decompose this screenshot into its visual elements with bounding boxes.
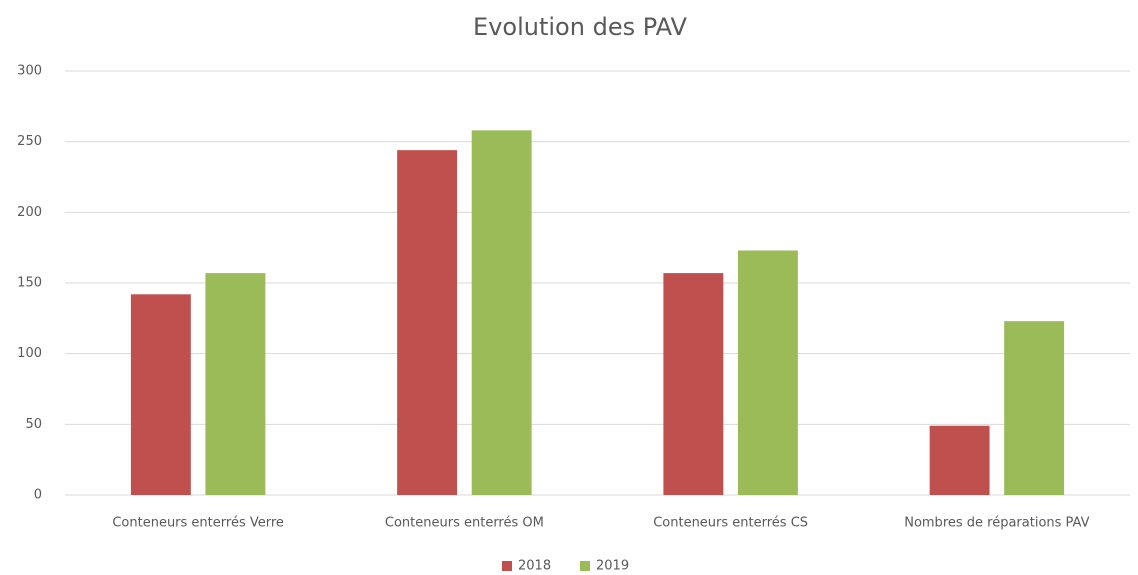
- bar: [205, 273, 266, 495]
- legend-swatch: [580, 561, 590, 571]
- y-tick-label: 300: [17, 64, 42, 79]
- legend-label: 2018: [518, 559, 551, 574]
- y-tick-label: 250: [17, 134, 42, 149]
- legend-swatch: [502, 561, 512, 571]
- bar: [130, 294, 191, 495]
- chart-title: Evolution des PAV: [473, 13, 687, 41]
- y-tick-label: 0: [34, 488, 42, 503]
- bar: [929, 425, 990, 495]
- bar: [397, 150, 458, 495]
- legend-label: 2019: [596, 559, 629, 574]
- x-tick-label: Conteneurs enterrés OM: [385, 516, 544, 531]
- x-tick-label: Conteneurs enterrés Verre: [112, 516, 284, 531]
- bar: [663, 273, 724, 495]
- y-tick-label: 100: [17, 346, 42, 361]
- y-tick-label: 200: [17, 205, 42, 220]
- bar: [471, 130, 532, 496]
- x-tick-label: Nombres de réparations PAV: [904, 516, 1089, 531]
- y-tick-label: 150: [17, 276, 42, 291]
- y-tick-label: 50: [25, 417, 42, 432]
- bar: [737, 250, 798, 495]
- bar: [1004, 321, 1065, 495]
- x-tick-label: Conteneurs enterrés CS: [653, 516, 808, 531]
